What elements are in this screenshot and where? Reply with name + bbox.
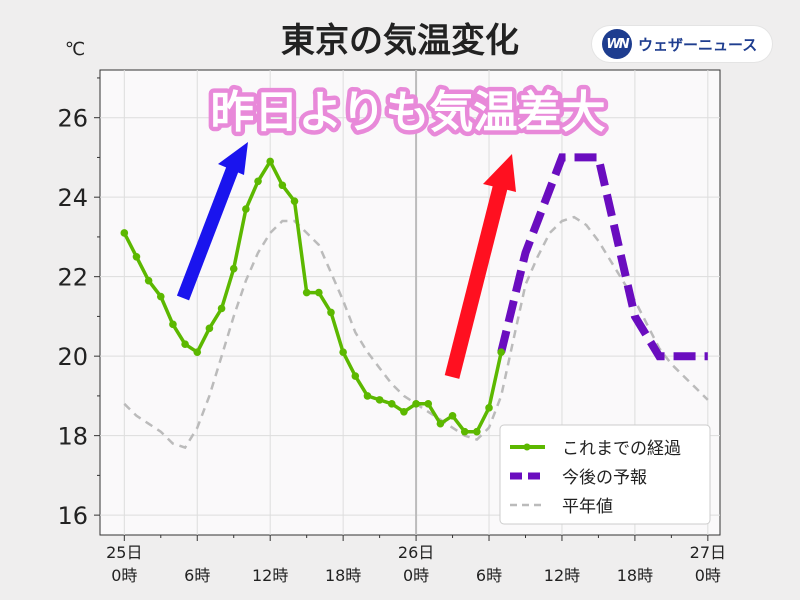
x-tick-labels: 25日 0時 6時 12時 18時 26日 0時 6時 12時 18時 27日 0時 — [106, 543, 726, 585]
y-tick-label: 18 — [57, 423, 88, 451]
legend-observed-marker — [523, 443, 531, 451]
x-tick-label-hour: 0時 — [695, 566, 721, 585]
observed-point — [485, 404, 493, 412]
observed-point — [473, 427, 481, 436]
observed-point — [400, 407, 408, 416]
x-tick-label-hour: 6時 — [476, 566, 502, 585]
weathernews-logo: WN ウェザーニュース — [592, 26, 772, 62]
chart-title: 東京の気温変化 — [281, 21, 519, 61]
legend: これまでの経過 今後の予報 平年値 — [499, 424, 711, 525]
observed-point — [132, 252, 141, 261]
headline-outline: 昨日よりも気温差大 — [210, 87, 605, 138]
observed-point — [351, 372, 360, 380]
weathernews-logo-icon: WN — [602, 29, 632, 59]
y-unit-label: ℃ — [65, 39, 85, 60]
observed-point — [254, 177, 262, 186]
observed-point — [193, 348, 202, 356]
observed-point — [412, 400, 420, 408]
series-observed-line — [120, 157, 505, 436]
x-tick-label-day: 26日 — [398, 543, 434, 562]
axis-ticks — [94, 77, 709, 541]
observed-point — [120, 229, 129, 237]
observed-point — [424, 400, 433, 408]
forecast-temperature-line — [497, 153, 708, 361]
observed-point — [460, 427, 469, 436]
observed-point — [217, 304, 226, 313]
series-forecast-line — [497, 153, 708, 361]
observed-point — [290, 197, 299, 205]
y-tick-label: 20 — [57, 343, 88, 371]
observed-point — [497, 348, 505, 356]
observed-point — [242, 205, 250, 213]
observed-point — [266, 157, 274, 166]
legend-label-normal: 平年値 — [562, 497, 613, 517]
observed-point — [156, 292, 165, 301]
x-tick-label-day: 27日 — [690, 543, 726, 562]
y-tick-label: 26 — [57, 105, 88, 133]
brand-name: ウェザーニュース — [638, 35, 758, 54]
red-rise-arrow-icon — [444, 154, 516, 379]
y-tick-label: 24 — [57, 184, 88, 212]
headline-annotation: 昨日よりも気温差大 — [210, 87, 605, 138]
x-tick-label-hour: 0時 — [111, 566, 137, 585]
observed-point — [448, 411, 457, 420]
observed-point — [144, 276, 153, 285]
x-tick-label-hour: 6時 — [184, 566, 210, 585]
x-tick-label-hour: 18時 — [325, 566, 361, 585]
y-tick-label: 16 — [57, 502, 88, 530]
x-tick-label-day: 25日 — [106, 543, 142, 562]
observed-point — [169, 320, 177, 329]
observed-point — [315, 288, 323, 297]
observed-point — [181, 340, 189, 349]
observed-point — [339, 348, 347, 356]
x-tick-label-hour: 12時 — [544, 566, 580, 585]
x-tick-label-hour: 18時 — [617, 566, 653, 585]
legend-label-forecast: 今後の予報 — [562, 468, 647, 488]
observed-point — [229, 264, 238, 273]
y-tick-labels: 16 18 20 22 24 26 — [57, 105, 88, 530]
observed-point — [436, 419, 445, 428]
observed-point — [387, 400, 396, 408]
x-tick-label-hour: 12時 — [252, 566, 288, 585]
x-tick-label-hour: 0時 — [403, 566, 429, 585]
legend-label-observed: これまでの経過 — [562, 439, 681, 459]
observed-point — [327, 308, 335, 317]
observed-point — [205, 324, 214, 333]
observed-point — [278, 181, 287, 190]
observed-point — [375, 396, 384, 404]
blue-rise-arrow-icon — [176, 142, 248, 301]
observed-point — [302, 288, 311, 297]
observed-point — [363, 392, 372, 400]
y-tick-label: 22 — [57, 264, 88, 292]
